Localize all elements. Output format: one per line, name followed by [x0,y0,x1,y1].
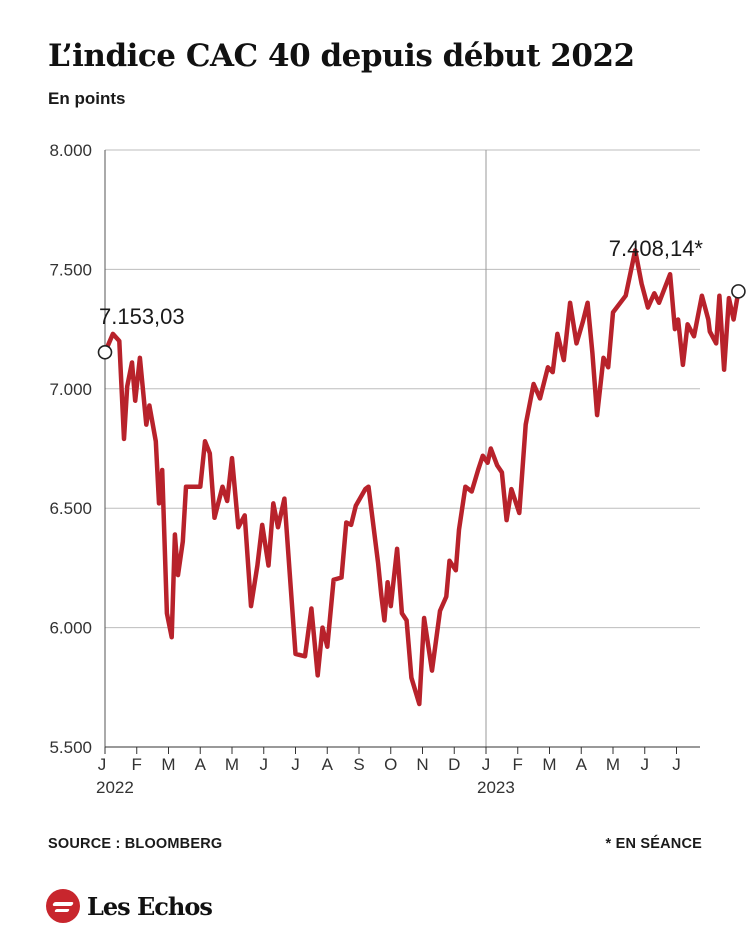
x-tick-label: J [98,755,107,774]
x-tick-label: J [672,755,681,774]
y-tick-label: 8.000 [49,141,92,160]
x-tick-label: M [225,755,239,774]
brand-logo: Les Echos [46,889,213,923]
x-tick-label: A [576,755,588,774]
x-tick-label: J [641,755,650,774]
y-tick-label: 6.500 [49,499,92,518]
brand-name: Les Echos [87,891,213,921]
end-point-marker [731,284,746,299]
x-tick-label: F [513,755,523,774]
y-tick-label: 6.000 [49,619,92,638]
x-tick-label: M [542,755,556,774]
chart-subtitle: En points [48,89,126,108]
end-value-label: 7.408,14* [609,236,704,261]
x-tick-label: A [195,755,207,774]
footnote-label: * EN SÉANCE [605,836,702,852]
x-tick-label: M [161,755,175,774]
x-tick-label: J [260,755,269,774]
x-tick-label: S [353,755,364,774]
y-tick-label: 7.000 [49,380,92,399]
x-tick-label: N [416,755,428,774]
x-tick-label: A [322,755,334,774]
les-echos-logo-icon [46,889,80,923]
x-tick-label: J [291,755,300,774]
start-point-marker [97,344,113,360]
year-label: 2023 [477,778,515,797]
chart-title: L’indice CAC 40 depuis début 2022 [48,38,635,74]
y-tick-label: 7.500 [49,260,92,279]
start-value-label: 7.153,03 [99,304,185,329]
series-line-cac40 [102,248,741,707]
y-tick-label: 5.500 [49,738,92,757]
year-label: 2022 [96,778,134,797]
x-tick-label: M [606,755,620,774]
source-label: SOURCE : BLOOMBERG [48,836,223,852]
x-tick-label: F [132,755,142,774]
x-tick-label: J [482,755,491,774]
x-tick-label: D [448,755,460,774]
x-tick-label: O [384,755,397,774]
